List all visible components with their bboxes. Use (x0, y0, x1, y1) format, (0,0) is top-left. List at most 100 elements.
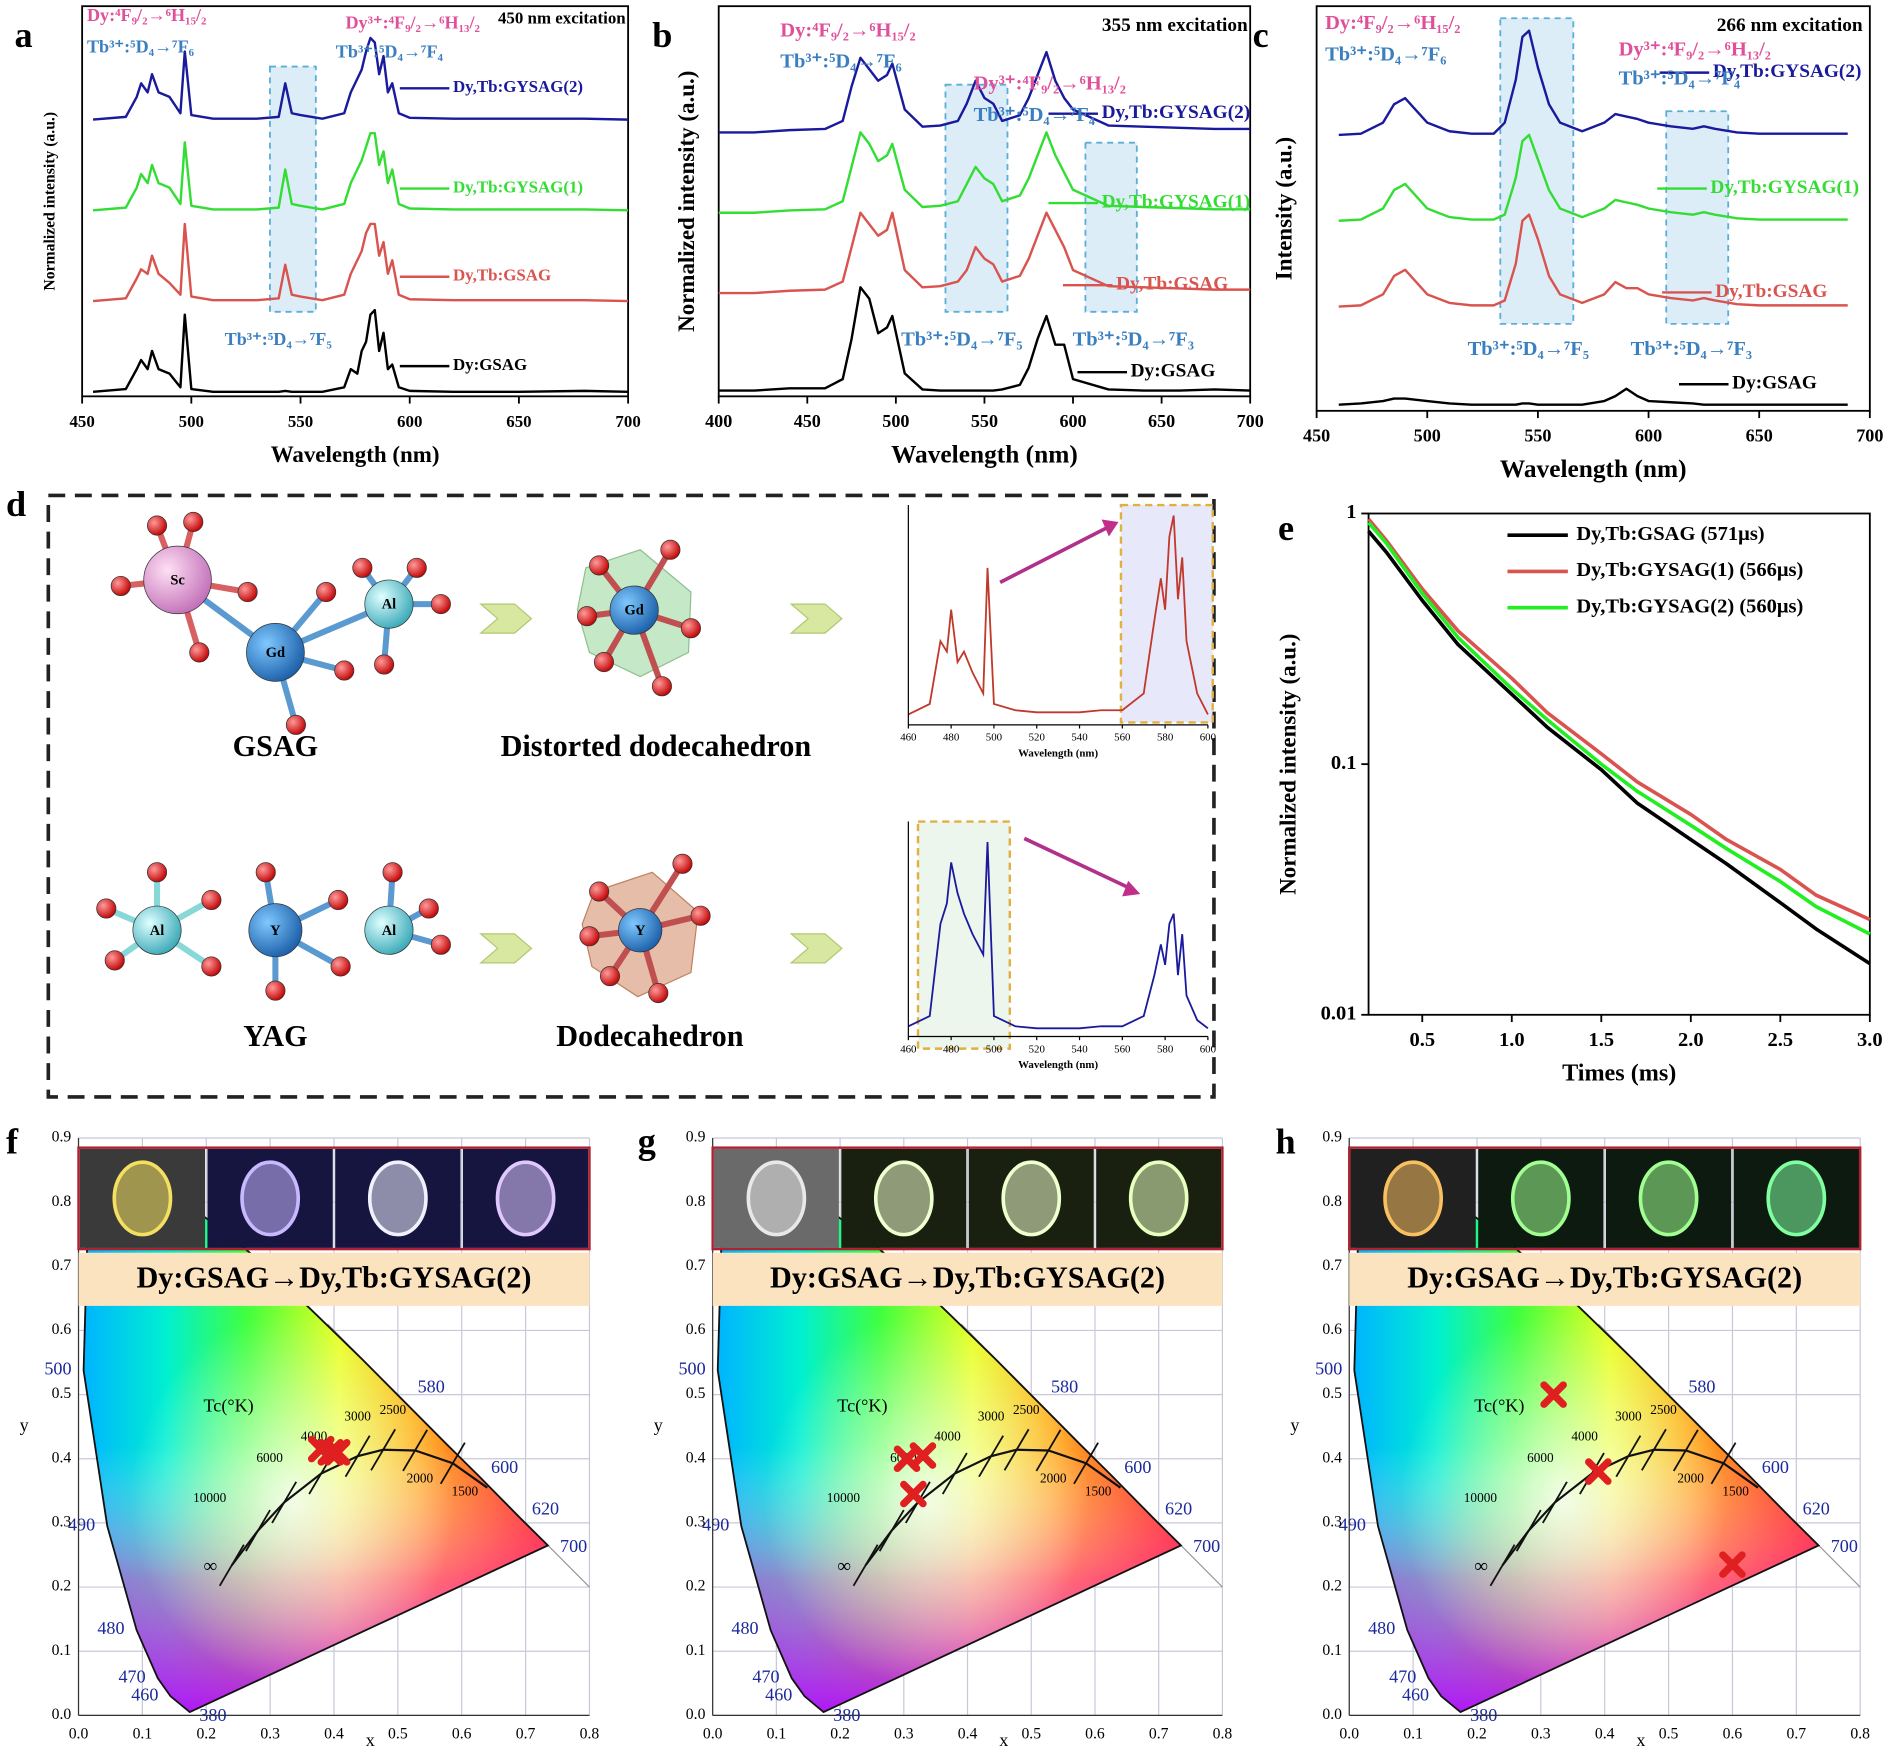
annotation: Tb³⁺:⁵D₄→⁷F₆ (87, 37, 195, 57)
locus-label: 470 (118, 1666, 145, 1686)
cct-title: Tc(°K) (203, 1396, 253, 1417)
annotation: Tb³⁺:⁵D₄→⁷F₄ (336, 41, 444, 61)
annotation: Tb³⁺:⁵D₄→⁷F₅ (1468, 338, 1589, 360)
atom-label: Gd (266, 645, 285, 661)
atom (334, 660, 355, 681)
legend-label: Dy,Tb:GYSAG(1) (453, 177, 583, 196)
y-tick-label: 0.4 (1322, 1449, 1342, 1466)
photo-sample (1638, 1160, 1699, 1237)
banner-bg (78, 1252, 590, 1306)
inset-x-tick-label: 540 (1071, 1043, 1088, 1055)
atom (382, 862, 403, 883)
legend-label: Dy,Tb:GSAG (1116, 274, 1228, 295)
series-line (1367, 517, 1871, 922)
atom (110, 575, 131, 597)
y-tick-label: 0.2 (52, 1578, 72, 1595)
x-tick-label: 550 (971, 411, 998, 431)
atom (618, 908, 663, 953)
annotation: Dy:⁴F₉/₂→⁶H₁₅/₂ (780, 19, 915, 41)
isotherm (271, 1481, 298, 1524)
locus-label: 620 (1165, 1499, 1192, 1519)
atom (248, 903, 303, 958)
cct-label: 1500 (1722, 1483, 1749, 1498)
panel-label: a (14, 15, 32, 55)
y-tick-label: 0.2 (686, 1578, 706, 1595)
locus-label: 700 (1831, 1536, 1858, 1556)
inset-x-tick-label: 580 (1157, 1043, 1174, 1055)
y-tick-label: 1 (1346, 501, 1356, 523)
atom (577, 606, 598, 627)
inset-x-tick-label: 460 (900, 732, 917, 744)
isotherm (1641, 1428, 1667, 1471)
locus-label: 460 (1402, 1684, 1429, 1704)
y-tick-label: 0.8 (686, 1193, 706, 1210)
annotation: Tb³⁺:⁵D₄→⁷F₃ (1631, 338, 1752, 360)
inset-spectrum (907, 515, 1209, 716)
y-tick-label: 0.4 (52, 1449, 72, 1466)
x-tick-label: 0.8 (1850, 1725, 1870, 1742)
atom-label: Gd (624, 603, 643, 619)
chevron (789, 603, 843, 634)
x-tick-label: 600 (397, 412, 422, 431)
inset-x-label: Wavelength (nm) (1018, 1059, 1098, 1071)
chevron (479, 603, 533, 634)
legend-label: Dy,Tb:GYSAG(2) (560μs) (1576, 595, 1803, 617)
inset-x-tick-label: 520 (1029, 1043, 1046, 1055)
atom (96, 898, 117, 919)
isotherm (218, 1544, 245, 1587)
x-tick-label: 2.5 (1767, 1029, 1793, 1051)
y-tick-label: 0.1 (1331, 752, 1357, 774)
locus-label: 480 (731, 1618, 758, 1638)
x-tick-label: 600 (1059, 411, 1086, 431)
isotherm (1542, 1481, 1568, 1524)
cct-label: 6000 (1527, 1450, 1554, 1465)
series-line (1338, 133, 1848, 222)
locus-label: 490 (702, 1514, 729, 1534)
cct-label: 2500 (380, 1402, 407, 1417)
atom (418, 898, 439, 919)
isotherm (439, 1442, 466, 1485)
annotation: Tb³⁺:⁵D₄→⁷F₅ (225, 329, 333, 349)
y-tick-label: 0.9 (1322, 1129, 1342, 1146)
annotation: Tb³⁺:⁵D₄→⁷F₄ (974, 104, 1095, 126)
atom-label: Sc (170, 572, 185, 588)
atom (430, 594, 451, 615)
y-axis-label: Normalized intensity (a.u.) (1275, 634, 1300, 895)
legend-label: Dy,Tb:GYSAG(1) (566μs) (1576, 559, 1803, 581)
y-tick-label: 0.9 (52, 1129, 72, 1146)
legend-label: Dy,Tb:GSAG (453, 266, 551, 285)
y-tick-label: 0.0 (1322, 1706, 1342, 1723)
photo-sample (240, 1160, 301, 1237)
panel-d-frame (46, 493, 1216, 1099)
photo-strip-frame (77, 1146, 591, 1251)
legend-label: Dy,Tb:GYSAG(2) (453, 77, 583, 96)
data-point (1719, 1551, 1746, 1578)
photo-sample (112, 1160, 173, 1237)
atom (352, 557, 373, 578)
atom (183, 511, 204, 532)
arrow (999, 525, 1110, 584)
arrow-head (1101, 519, 1119, 537)
panel-label: f (6, 1122, 19, 1162)
x-tick-label: 0.8 (580, 1725, 600, 1742)
y-axis-label: y (20, 1415, 29, 1435)
x-tick-label: 0.2 (1467, 1725, 1487, 1742)
plot-frame (1315, 5, 1871, 412)
photo-sample (1510, 1160, 1571, 1237)
series-line (1338, 387, 1848, 406)
atom (589, 555, 610, 576)
photo-sample (1766, 1160, 1827, 1237)
y-tick-label: 0.6 (686, 1321, 706, 1338)
locus-label: 580 (418, 1377, 445, 1397)
isotherm (344, 1435, 371, 1478)
y-tick-label: 0.3 (686, 1514, 706, 1531)
atom (147, 515, 168, 536)
y-tick-label: 0.4 (686, 1449, 706, 1466)
series-line (1367, 530, 1871, 966)
y-tick-label: 0.6 (1322, 1321, 1342, 1338)
atom (330, 956, 351, 977)
x-axis-label: Wavelength (nm) (271, 442, 440, 467)
x-tick-label: 650 (1746, 426, 1773, 446)
y-tick-label: 0.0 (686, 1706, 706, 1723)
